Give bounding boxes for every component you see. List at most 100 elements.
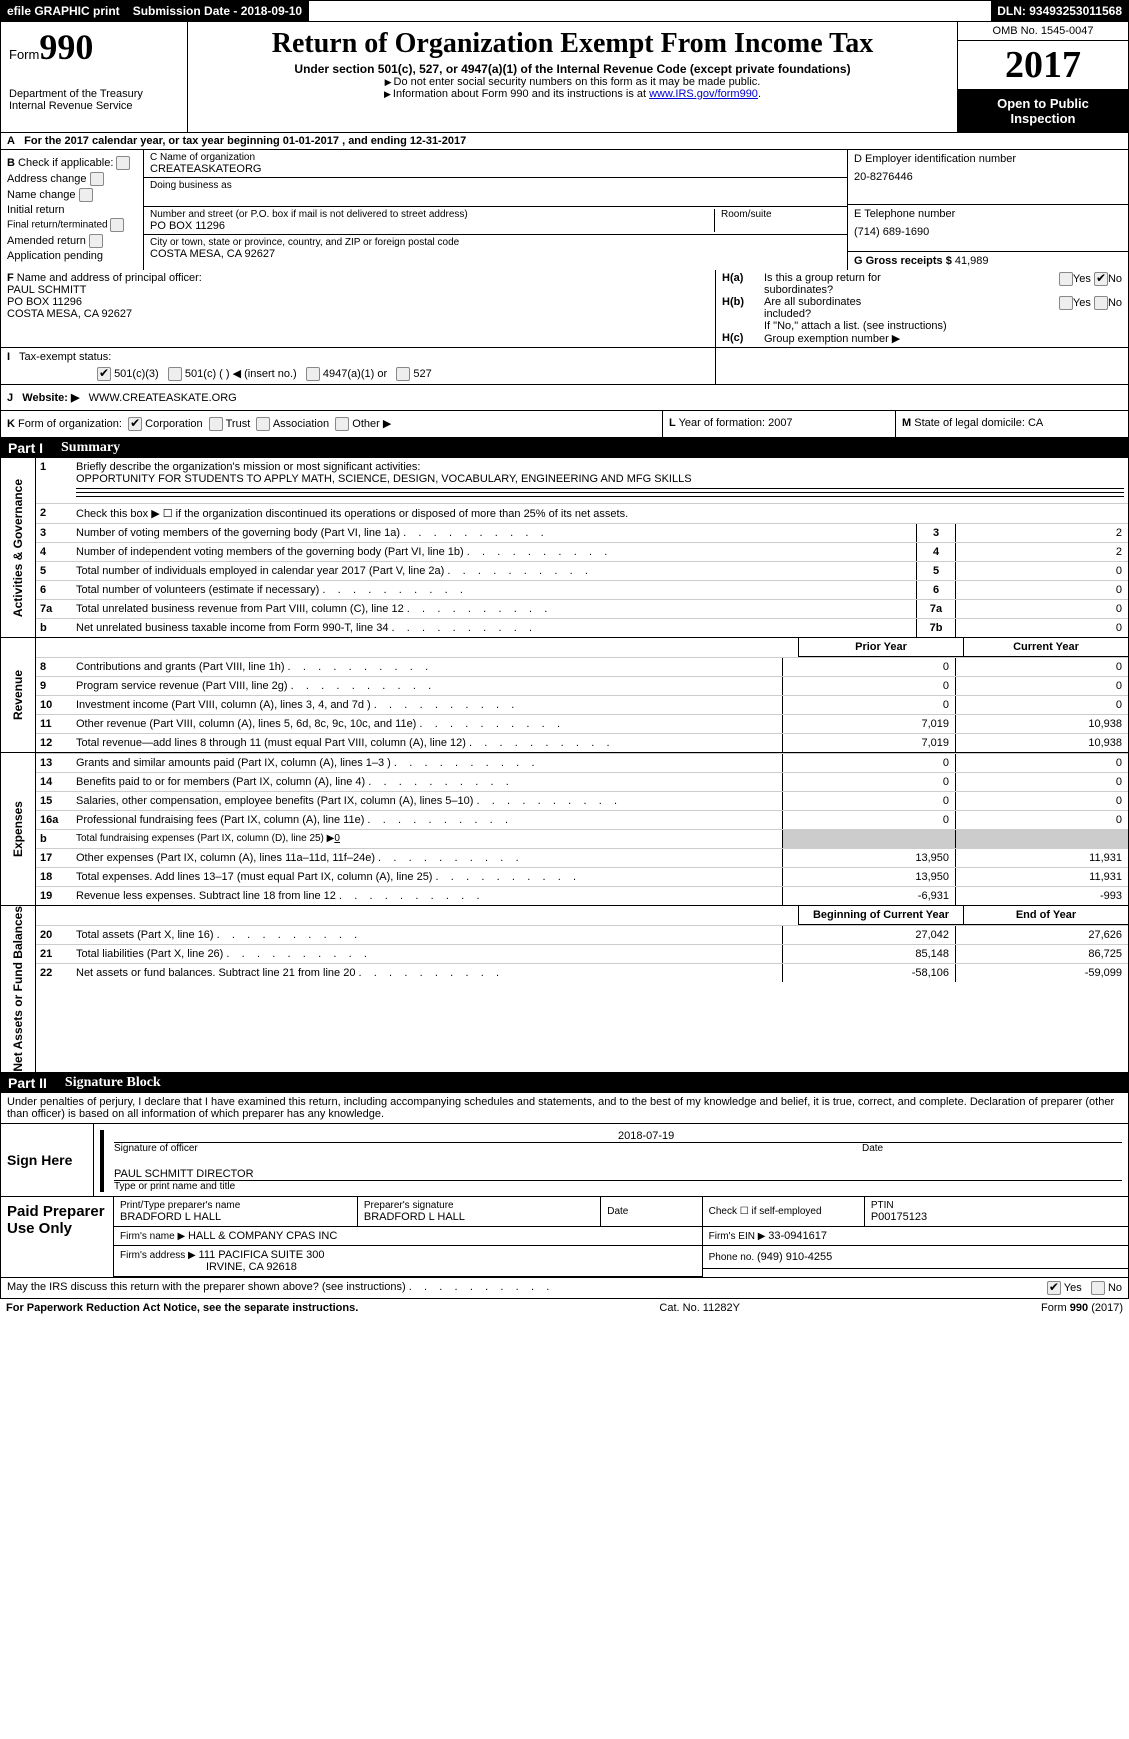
checkbox-applicable[interactable]: [116, 156, 130, 170]
checkbox-ha-yes[interactable]: [1059, 272, 1073, 286]
opt-527: 527: [413, 368, 431, 380]
submission-date: Submission Date - 2018-09-10: [127, 1, 309, 21]
checkbox-assoc[interactable]: [256, 417, 270, 431]
table-row: 21Total liabilities (Part X, line 26)85,…: [36, 944, 1128, 963]
discuss-no: No: [1108, 1282, 1122, 1294]
ein-label: D Employer identification number: [854, 153, 1122, 165]
pdate-label: Date: [607, 1206, 695, 1217]
row-a-mid: , and ending: [342, 135, 410, 147]
k-text: Form of organization:: [18, 418, 122, 430]
f-addr1: PO BOX 11296: [7, 296, 82, 308]
footer-right-form: 990: [1070, 1302, 1088, 1314]
table-row: 12Total revenue—add lines 8 through 11 (…: [36, 733, 1128, 752]
final-label: Final return/terminated: [7, 220, 108, 231]
form-subtitle: Under section 501(c), 527, or 4947(a)(1)…: [196, 62, 949, 76]
table-row: 22Net assets or fund balances. Subtract …: [36, 963, 1128, 982]
checkbox-discuss-no[interactable]: [1091, 1281, 1105, 1295]
sign-here-row: Sign Here 2018-07-19 Signature of office…: [1, 1124, 1128, 1196]
r3-val: 2: [956, 524, 1128, 542]
row-5: 5 Total number of individuals employed i…: [36, 561, 1128, 580]
row-a: A For the 2017 calendar year, or tax yea…: [0, 133, 1129, 150]
r1-val: OPPORTUNITY FOR STUDENTS TO APPLY MATH, …: [76, 473, 692, 485]
r5-val: 0: [956, 562, 1128, 580]
row-desc: Total expenses. Add lines 13–17 (must eq…: [72, 868, 782, 886]
f-name: PAUL SCHMITT: [7, 284, 86, 296]
ptin-label: PTIN: [871, 1200, 1122, 1211]
checkbox-discuss-yes[interactable]: [1047, 1281, 1061, 1295]
checkbox-527[interactable]: [396, 367, 410, 381]
f-cell: F Name and address of principal officer:…: [1, 270, 716, 347]
col-b-intro: Check if applicable:: [18, 157, 113, 169]
r3-id: 3: [916, 524, 956, 542]
dept-line-2: Internal Revenue Service: [9, 100, 179, 112]
row-prior: 0: [782, 754, 955, 772]
vlabel-ag: Activities & Governance: [1, 458, 36, 637]
row-1: 1 Briefly describe the organization's mi…: [36, 458, 1128, 503]
row-num: 14: [36, 773, 72, 791]
table-row: 15Salaries, other compensation, employee…: [36, 791, 1128, 810]
row-16b: b Total fundraising expenses (Part IX, c…: [36, 829, 1128, 848]
k-label: K: [7, 418, 15, 430]
row-desc: Grants and similar amounts paid (Part IX…: [72, 754, 782, 772]
row-current: -993: [955, 887, 1128, 905]
row-desc: Net assets or fund balances. Subtract li…: [72, 964, 782, 982]
footer-left: For Paperwork Reduction Act Notice, see …: [6, 1302, 358, 1314]
checkbox-corp[interactable]: [128, 417, 142, 431]
r16b-desc-text: Total fundraising expenses (Part IX, col…: [76, 833, 334, 844]
header-block: Form990 Department of the Treasury Inter…: [0, 22, 1129, 133]
form-number: Form990: [9, 26, 179, 68]
part1-exp: Expenses 13Grants and similar amounts pa…: [0, 753, 1129, 906]
submission-value: 2018-09-10: [241, 4, 302, 18]
row-prior: 7,019: [782, 734, 955, 752]
k-other: Other ▶: [352, 418, 391, 430]
row-current: 86,725: [955, 945, 1128, 963]
hb-note: If "No," attach a list. (see instruction…: [722, 320, 1122, 332]
row-prior: 0: [782, 696, 955, 714]
perjury-text: Under penalties of perjury, I declare th…: [1, 1093, 1128, 1124]
checkbox-addr-change[interactable]: [90, 172, 104, 186]
psig-label: Preparer's signature: [364, 1200, 594, 1211]
row-i: I Tax-exempt status: 501(c)(3) 501(c) ( …: [0, 348, 1129, 385]
efile-button[interactable]: efile GRAPHIC print: [1, 1, 127, 21]
checkbox-final[interactable]: [110, 218, 124, 232]
m-text: State of legal domicile:: [914, 417, 1028, 429]
table-row: 19Revenue less expenses. Subtract line 1…: [36, 886, 1128, 905]
checkbox-501c3[interactable]: [97, 367, 111, 381]
table-row: 14Benefits paid to or for members (Part …: [36, 772, 1128, 791]
checkbox-other[interactable]: [335, 417, 349, 431]
j-website: WWW.CREATEASKATE.ORG: [89, 392, 237, 404]
initial-line: Initial return: [7, 204, 137, 216]
ha-label: H(a): [722, 272, 743, 284]
row-num: 15: [36, 792, 72, 810]
row-current: 0: [955, 696, 1128, 714]
checkbox-501c[interactable]: [168, 367, 182, 381]
checkbox-hb-yes[interactable]: [1059, 296, 1073, 310]
dba-cell: Doing business as: [144, 178, 847, 207]
checkbox-name-change[interactable]: [79, 188, 93, 202]
checkbox-hb-no[interactable]: [1094, 296, 1108, 310]
irs-link[interactable]: www.IRS.gov/form990: [649, 88, 758, 100]
vlabel-exp-text: Expenses: [11, 801, 25, 857]
hc-label: H(c): [722, 332, 743, 344]
hb-label: H(b): [722, 296, 744, 308]
paid-right: Print/Type preparer's nameBRADFORD L HAL…: [114, 1197, 1128, 1277]
paid-label: Paid Preparer Use Only: [1, 1197, 114, 1277]
checkbox-4947[interactable]: [306, 367, 320, 381]
row-num: 21: [36, 945, 72, 963]
note-2-text: Information about Form 990 and its instr…: [393, 88, 649, 100]
r7a-num: 7a: [36, 600, 72, 618]
row-current: 0: [955, 754, 1128, 772]
checkbox-trust[interactable]: [209, 417, 223, 431]
checkbox-ha-no[interactable]: [1094, 272, 1108, 286]
open-2: Inspection: [960, 111, 1126, 126]
checkbox-amended[interactable]: [89, 234, 103, 248]
row-desc: Other expenses (Part IX, column (A), lin…: [72, 849, 782, 867]
firm-ein-label: Firm's EIN ▶: [709, 1231, 769, 1242]
r16b-v1: [782, 830, 955, 848]
row-k: K Form of organization: Corporation Trus…: [0, 411, 1129, 438]
r1-desc-text: Briefly describe the organization's miss…: [76, 461, 420, 473]
printed-name: PAUL SCHMITT DIRECTOR: [114, 1168, 1122, 1180]
row-prior: 0: [782, 658, 955, 676]
row-current: 0: [955, 677, 1128, 695]
row-num: 10: [36, 696, 72, 714]
